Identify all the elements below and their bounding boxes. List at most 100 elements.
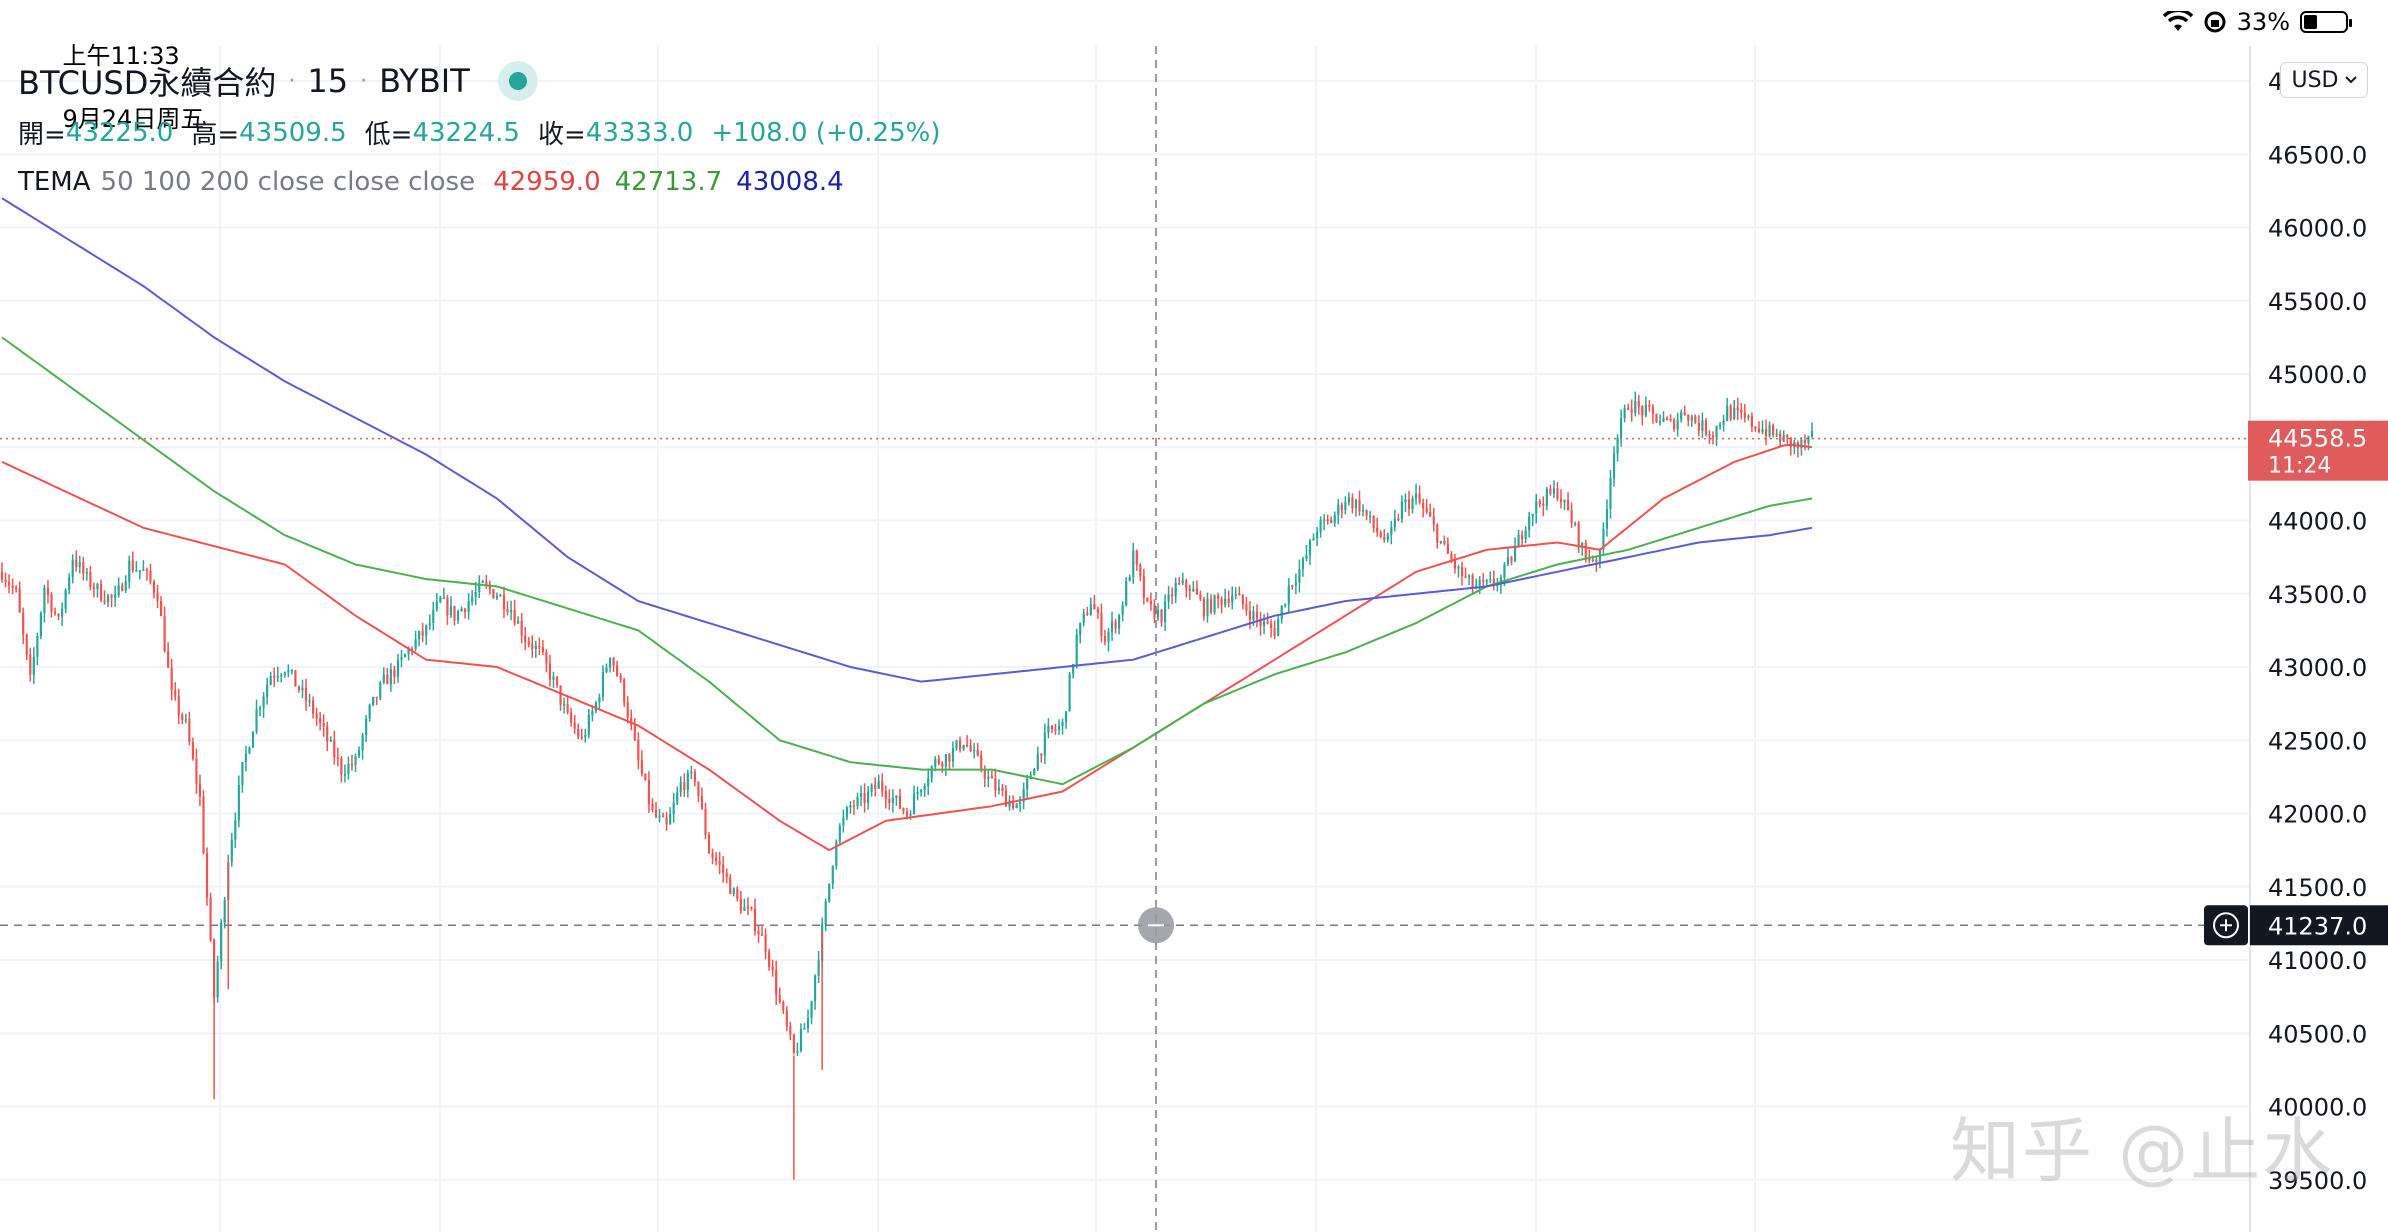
candle-body[interactable] [916,792,919,794]
candle-body[interactable] [1570,510,1573,524]
interval-label[interactable]: 15 [307,62,349,100]
candle-body[interactable] [824,901,827,925]
candle-body[interactable] [456,611,460,621]
candle-body[interactable] [1252,611,1255,620]
indicator-name[interactable]: TEMA [18,167,91,197]
candle-body[interactable] [467,601,470,613]
candle-body[interactable] [867,791,870,804]
candle-body[interactable] [997,787,1001,791]
candle-body[interactable] [1503,564,1506,578]
candle-body[interactable] [478,582,481,592]
candle-body[interactable] [1701,420,1704,431]
candle-body[interactable] [1287,585,1290,604]
candle-body[interactable] [1467,575,1471,577]
candle-body[interactable] [1209,598,1213,613]
candle-body[interactable] [927,778,930,787]
candle-body[interactable] [1114,621,1117,629]
candle-body[interactable] [852,805,856,807]
candle-body[interactable] [1075,634,1078,665]
candle-body[interactable] [1616,437,1619,454]
candle-body[interactable] [1673,420,1676,430]
candle-body[interactable] [983,769,986,779]
candle-body[interactable] [389,669,392,685]
candle-body[interactable] [372,696,375,705]
candle-body[interactable] [1171,594,1174,597]
candle-body[interactable] [1549,488,1552,494]
candle-body[interactable] [1308,540,1312,556]
candle-body[interactable] [1665,418,1669,420]
candle-body[interactable] [994,778,997,791]
candle-body[interactable] [283,672,286,675]
candle-body[interactable] [1220,598,1223,605]
candle-body[interactable] [1149,601,1153,605]
candle-body[interactable] [1011,800,1015,809]
candle-body[interactable] [711,853,714,858]
candle-body[interactable] [835,841,838,866]
candle-body[interactable] [142,569,145,572]
candle-body[interactable] [1464,576,1467,578]
candle-body[interactable] [43,587,46,613]
candle-body[interactable] [1333,515,1336,523]
candle-body[interactable] [1047,725,1050,733]
candle-body[interactable] [1213,595,1216,613]
candle-body[interactable] [184,719,187,721]
candle-body[interactable] [400,657,403,660]
candle-body[interactable] [481,581,484,584]
tema-100-line[interactable] [1,336,1813,786]
candle-body[interactable] [1535,501,1538,514]
candle-body[interactable] [930,766,933,779]
candle-body[interactable] [1128,577,1131,581]
candle-body[interactable] [230,839,233,863]
candle-body[interactable] [1566,499,1570,511]
candle-body[interactable] [1750,415,1753,427]
candle-body[interactable] [842,817,845,826]
candle-body[interactable] [195,758,198,784]
candle-body[interactable] [1694,416,1697,423]
candle-body[interactable] [1591,559,1594,562]
candle-body[interactable] [1337,504,1340,516]
candle-body[interactable] [1100,612,1103,637]
candle-body[interactable] [1634,401,1637,414]
candle-body[interactable] [1040,753,1043,756]
candle-body[interactable] [474,591,477,598]
candle-body[interactable] [1248,610,1252,620]
candle-body[interactable] [1789,437,1792,448]
candle-body[interactable] [1658,421,1662,424]
candle-body[interactable] [1163,601,1167,623]
candle-body[interactable] [1584,542,1587,558]
candle-body[interactable] [912,793,916,815]
candle-body[interactable] [1079,622,1082,635]
candle-body[interactable] [1110,621,1114,632]
candle-body[interactable] [357,750,361,757]
candle-body[interactable] [1418,493,1421,503]
candle-body[interactable] [1372,515,1375,528]
candle-body[interactable] [1482,580,1485,582]
candle-body[interactable] [1369,515,1372,518]
candle-body[interactable] [672,802,675,815]
candle-body[interactable] [1630,409,1633,414]
candle-body[interactable] [1118,615,1121,629]
candle-body[interactable] [718,861,721,865]
candle-body[interactable] [559,685,562,705]
candle-body[interactable] [1033,768,1036,776]
candle-body[interactable] [410,648,414,651]
candle-body[interactable] [1556,488,1559,499]
candle-body[interactable] [683,782,686,791]
candle-body[interactable] [460,608,463,612]
candle-body[interactable] [1807,436,1810,444]
candle-body[interactable] [414,639,417,650]
candle-body[interactable] [15,587,18,590]
candle-body[interactable] [294,670,297,687]
candle-body[interactable] [905,811,909,816]
candle-body[interactable] [782,1002,785,1011]
candle-body[interactable] [1227,598,1230,603]
candle-body[interactable] [623,679,626,703]
candle-body[interactable] [665,817,668,825]
candle-body[interactable] [1361,509,1365,512]
candle-body[interactable] [1432,516,1435,525]
candle-body[interactable] [874,785,877,789]
candle-body[interactable] [152,581,156,593]
candle-body[interactable] [1358,499,1361,512]
candle-body[interactable] [1662,418,1665,422]
candle-body[interactable] [1644,404,1647,416]
